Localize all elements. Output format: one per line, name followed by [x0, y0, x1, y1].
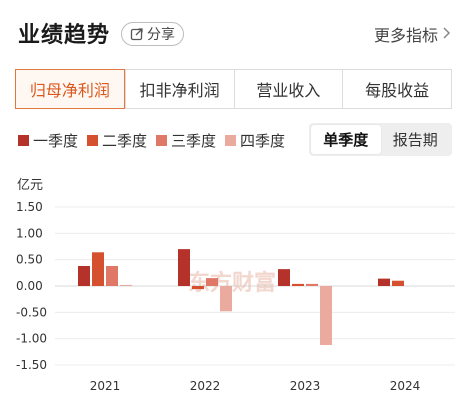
bar-2023-q2[interactable]	[292, 283, 304, 286]
legend-item-q4[interactable]: 四季度	[225, 130, 285, 151]
y-tick-label: 1.50	[16, 200, 43, 214]
period-quarterly-button[interactable]: 单季度	[311, 125, 381, 154]
tab-revenue[interactable]: 营业收入	[233, 70, 343, 108]
y-tick-label: 1.00	[16, 226, 43, 240]
legend-swatch-q4	[225, 134, 237, 146]
legend-item-q3[interactable]: 三季度	[156, 130, 216, 151]
y-axis-unit: 亿元	[17, 178, 44, 193]
bar-2022-q3[interactable]	[206, 278, 218, 286]
share-button[interactable]: 分享	[121, 22, 184, 46]
x-tick-label: 2021	[90, 379, 121, 393]
y-tick-label: -0.50	[16, 305, 47, 319]
bar-2022-q4[interactable]	[220, 286, 232, 312]
metric-tabs: 归母净利润 扣非净利润 营业收入 每股收益	[15, 69, 452, 109]
bar-2021-q2[interactable]	[92, 252, 104, 286]
bar-2023-q3[interactable]	[306, 283, 318, 286]
bar-2022-q2[interactable]	[192, 286, 204, 290]
bar-2023-q4[interactable]	[320, 286, 332, 345]
y-tick-label: -1.50	[16, 358, 47, 372]
period-report-button[interactable]: 报告期	[392, 131, 438, 149]
legend-label-q2: 二季度	[102, 131, 148, 150]
legend-swatch-q1	[18, 134, 29, 146]
chart-legend: 一季度 二季度 三季度 四季度	[18, 130, 294, 150]
bar-2021-q4[interactable]	[120, 284, 132, 286]
bar-2021-q3[interactable]	[106, 265, 118, 286]
period-toggle: 单季度 报告期	[309, 123, 452, 156]
bar-chart: 东方财富 1.501.000.500.00-0.50-1.00-1.502021…	[16, 200, 455, 393]
legend-item-q2[interactable]: 二季度	[87, 130, 147, 151]
bars-layer	[78, 249, 404, 345]
y-tick-label: -1.00	[16, 332, 47, 346]
legend-swatch-q2	[87, 134, 99, 146]
header: 业绩趋势 分享 更多指标	[0, 0, 469, 60]
legend-label-q3: 三季度	[171, 131, 217, 150]
bar-2022-q1[interactable]	[178, 249, 190, 286]
page-title: 业绩趋势	[18, 23, 111, 48]
bar-2024-q1[interactable]	[378, 278, 390, 286]
bar-2021-q1[interactable]	[78, 265, 90, 286]
y-tick-label: 0.00	[16, 279, 43, 293]
x-tick-label: 2024	[390, 379, 421, 393]
legend-item-q1[interactable]: 一季度	[18, 130, 78, 151]
more-indicators-label: 更多指标	[373, 26, 438, 45]
legend-swatch-q3	[156, 134, 168, 146]
tab-eps[interactable]: 每股收益	[342, 70, 451, 108]
ticks-layer: 1.50 1.00 0.50 0.00 -0.50 -1.00 -1.50 2021 2022 2…	[16, 200, 420, 393]
tab-net-profit-deducted[interactable]: 扣非净利润	[124, 70, 234, 108]
tab-net-profit-parent[interactable]: 归母净利润	[15, 69, 125, 109]
share-icon	[130, 27, 144, 41]
bar-2023-q1[interactable]	[278, 269, 290, 286]
share-label: 分享	[147, 27, 175, 43]
legend-label-q1: 一季度	[33, 131, 79, 150]
x-tick-label: 2023	[290, 379, 321, 393]
x-tick-label: 2022	[190, 379, 221, 393]
y-tick-label: 0.50	[16, 253, 43, 267]
legend-label-q4: 四季度	[240, 131, 286, 150]
more-indicators-link[interactable]: 更多指标	[374, 22, 451, 46]
bar-2024-q2[interactable]	[392, 280, 404, 286]
chevron-right-icon	[442, 25, 451, 44]
